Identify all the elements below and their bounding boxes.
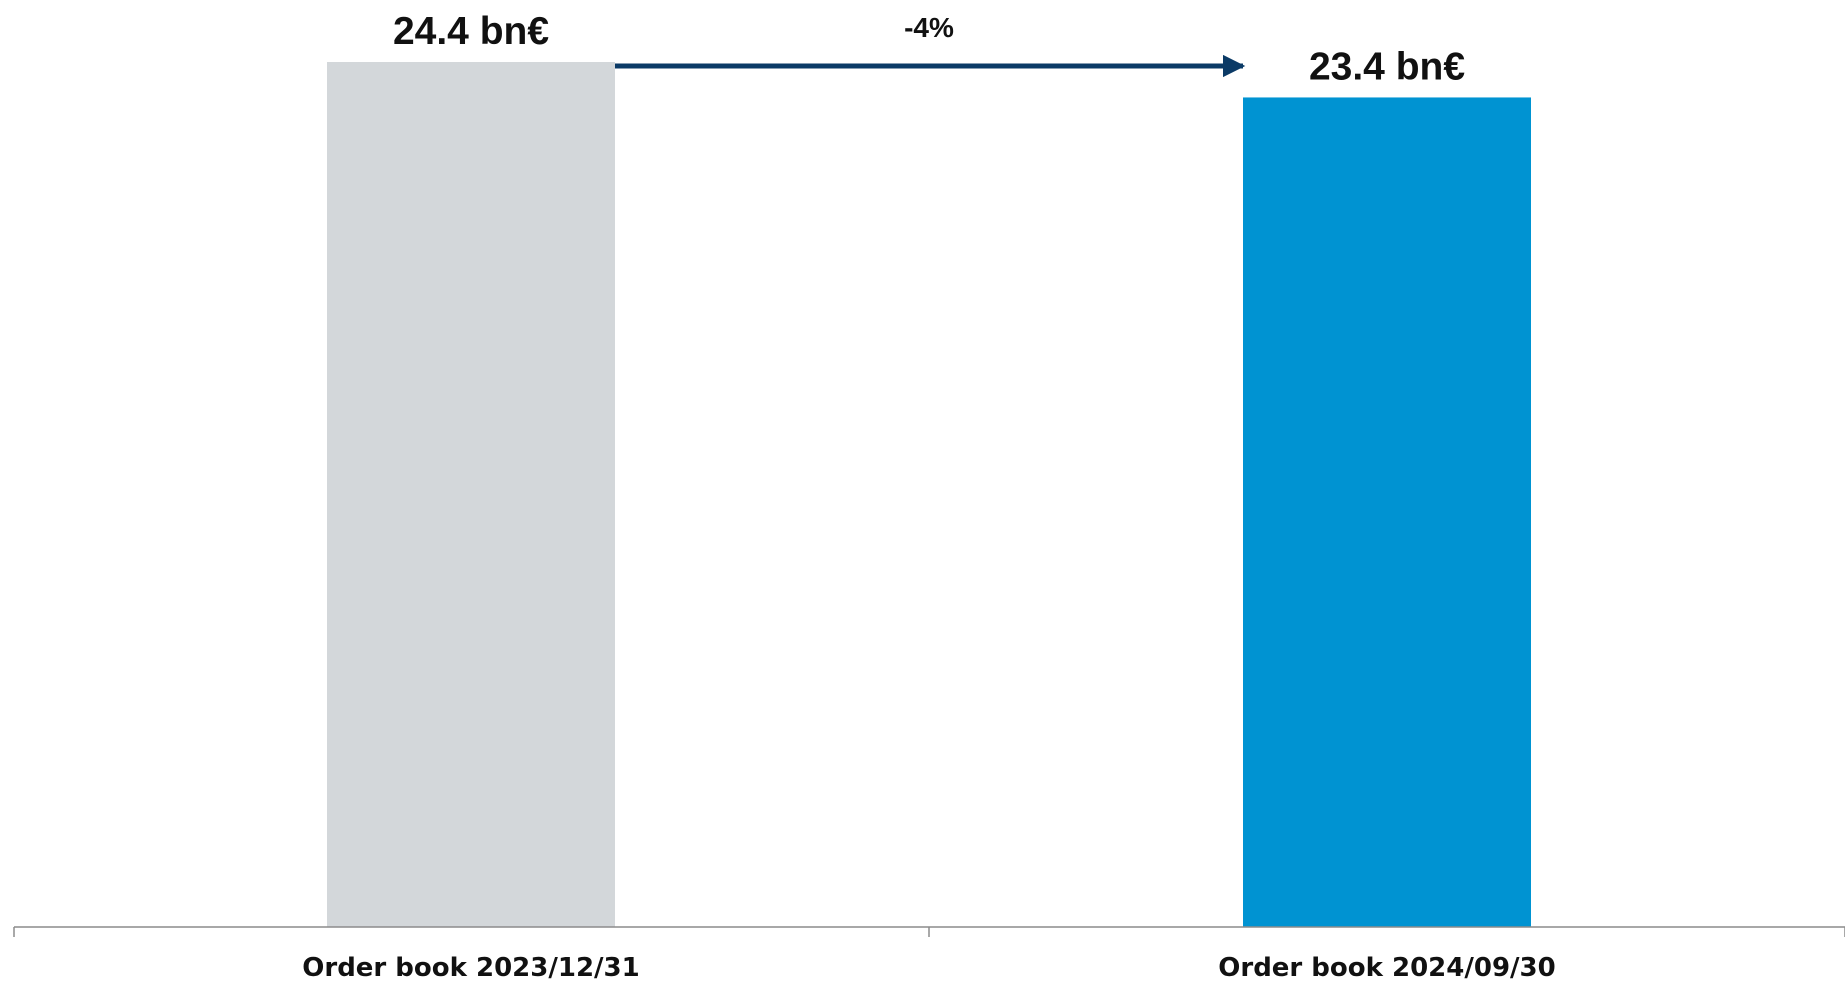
change-label: -4%	[904, 12, 954, 43]
category-label-2: Order book 2024/09/30	[1218, 953, 1555, 983]
category-label-1: Order book 2023/12/31	[302, 953, 639, 983]
bar-1	[327, 62, 615, 927]
data-label-1: 24.4 bn€	[393, 10, 549, 53]
bar-2	[1243, 97, 1531, 928]
data-label-2: 23.4 bn€	[1309, 45, 1465, 88]
